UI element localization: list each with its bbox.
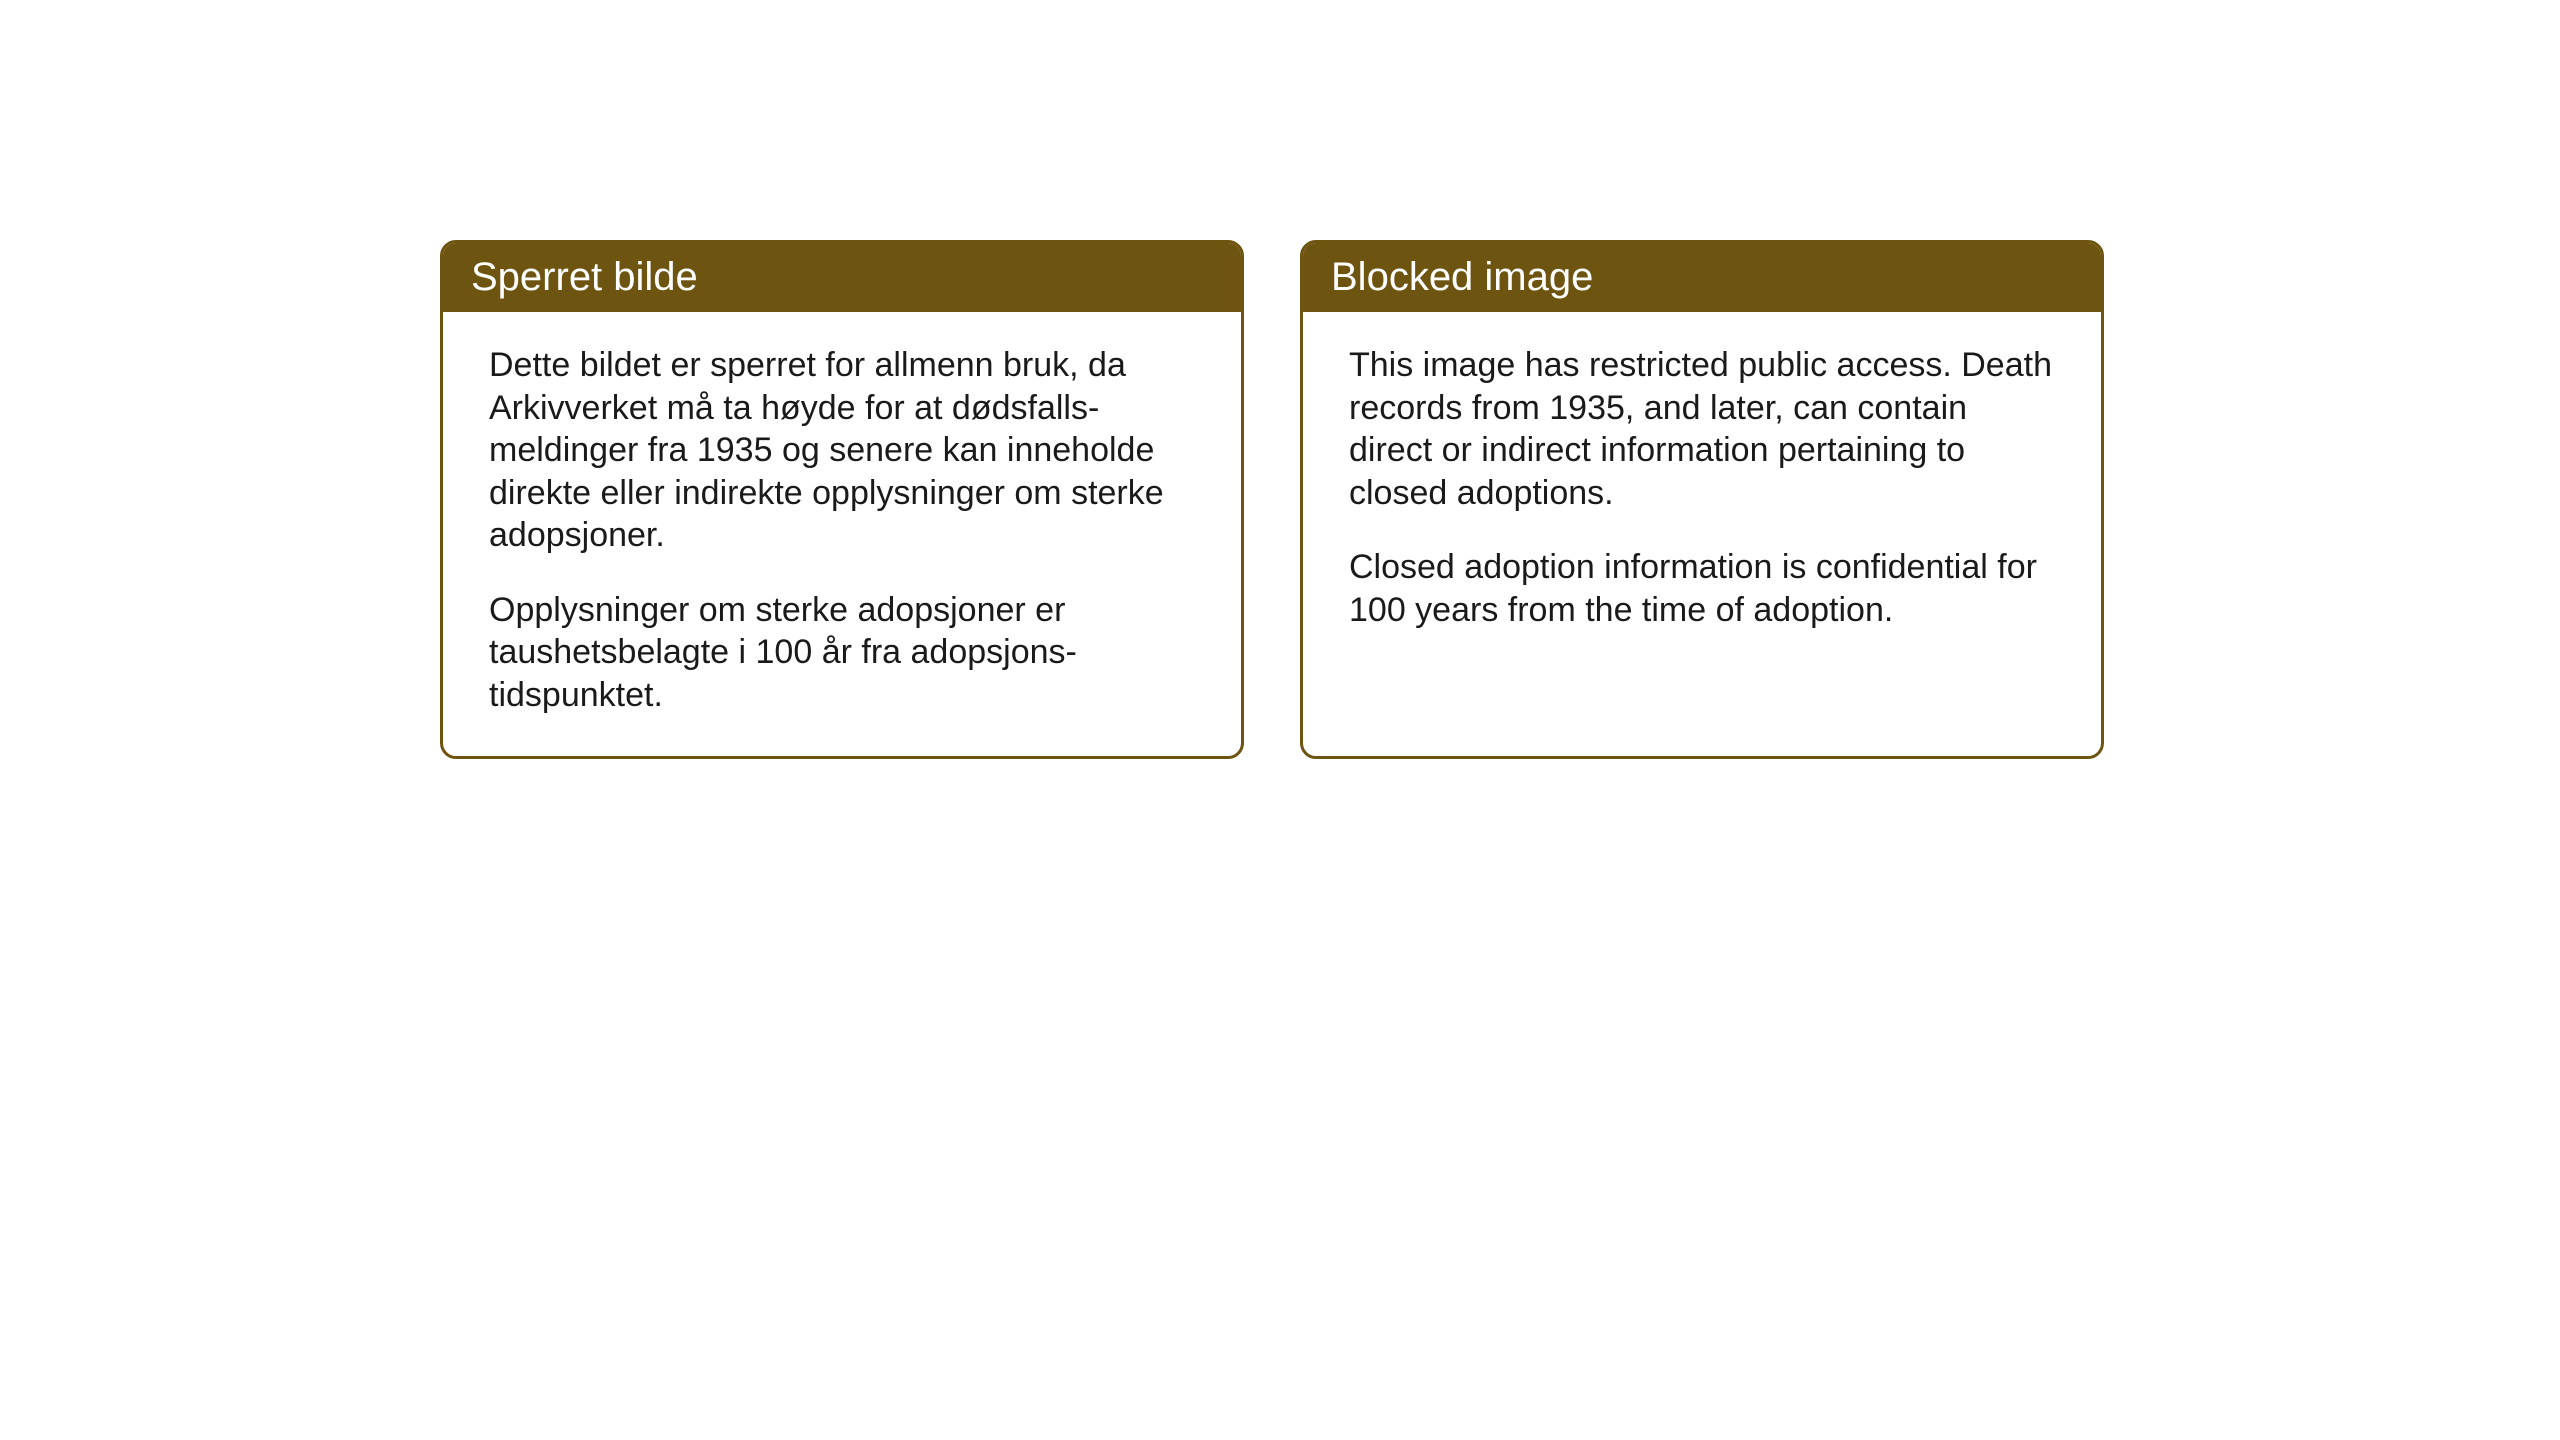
norwegian-card-header: Sperret bilde: [443, 243, 1241, 312]
norwegian-paragraph-2: Opplysninger om sterke adopsjoner er tau…: [489, 589, 1195, 717]
english-paragraph-2: Closed adoption information is confident…: [1349, 546, 2055, 631]
english-card-header: Blocked image: [1303, 243, 2101, 312]
english-card-body: This image has restricted public access.…: [1303, 312, 2101, 716]
norwegian-card-body: Dette bildet er sperret for allmenn bruk…: [443, 312, 1241, 756]
english-card-title: Blocked image: [1331, 255, 1593, 299]
english-paragraph-1: This image has restricted public access.…: [1349, 344, 2055, 514]
cards-container: Sperret bilde Dette bildet er sperret fo…: [440, 240, 2104, 759]
norwegian-card: Sperret bilde Dette bildet er sperret fo…: [440, 240, 1244, 759]
english-card: Blocked image This image has restricted …: [1300, 240, 2104, 759]
norwegian-paragraph-1: Dette bildet er sperret for allmenn bruk…: [489, 344, 1195, 557]
norwegian-card-title: Sperret bilde: [471, 255, 698, 299]
